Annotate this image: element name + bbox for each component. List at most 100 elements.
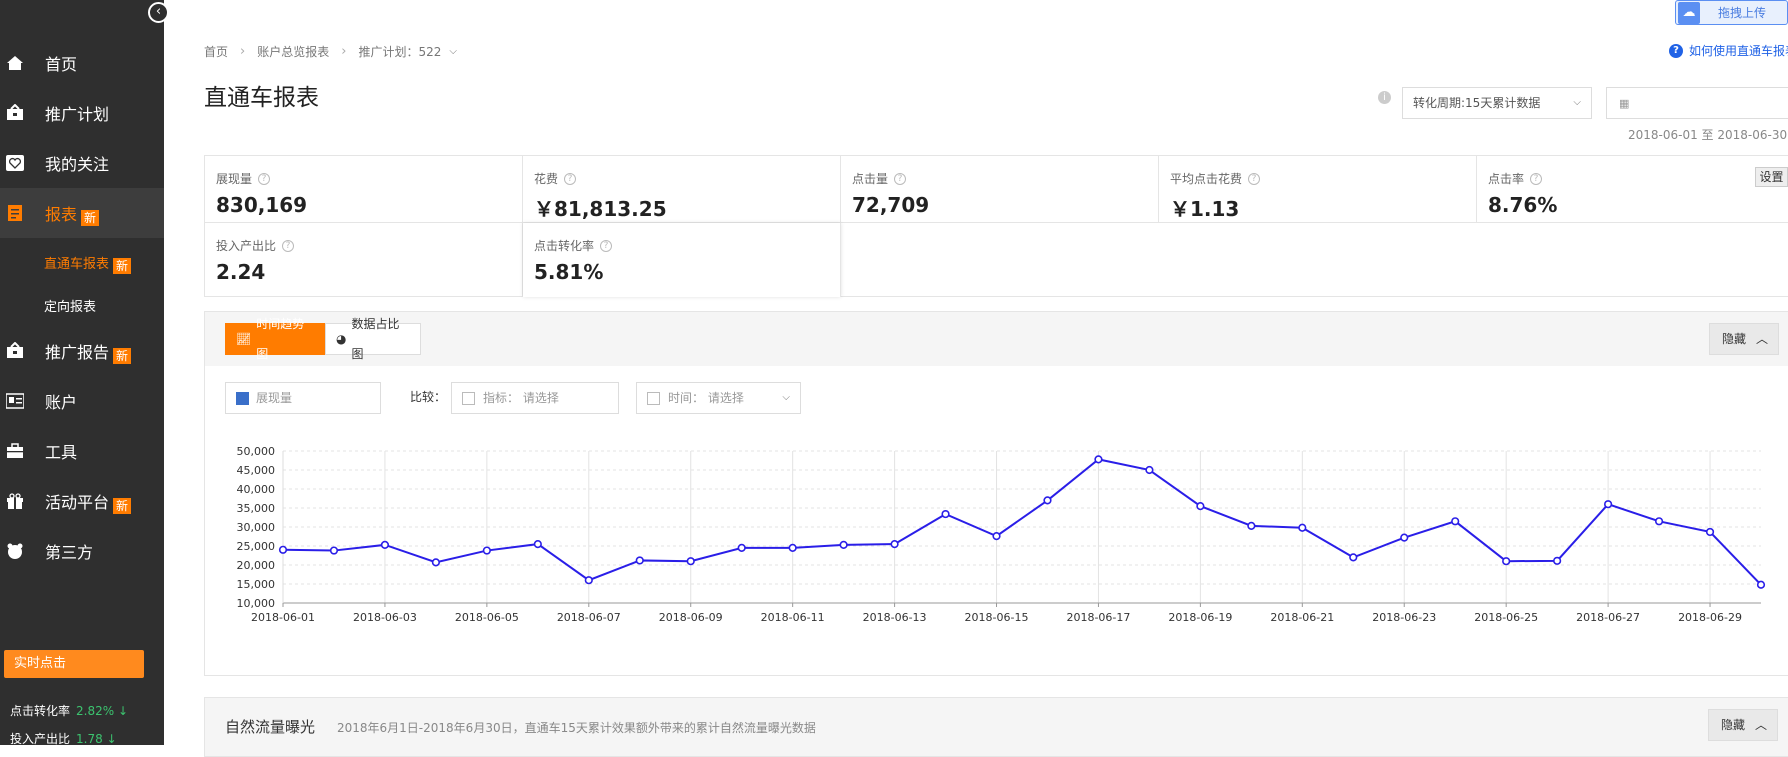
x-tick-label: 2018-06-29 bbox=[1678, 611, 1742, 624]
new-badge: 新 bbox=[113, 347, 132, 364]
help-icon[interactable]: ? bbox=[1530, 172, 1543, 185]
chevron-down-icon[interactable]: ⌵ bbox=[449, 46, 457, 57]
compare-time-select[interactable]: 时间： 请选择 ⌵ bbox=[636, 382, 801, 414]
breadcrumb-account-overview[interactable]: 账户总览报表 bbox=[257, 45, 330, 59]
new-badge: 新 bbox=[81, 209, 100, 226]
third-party-icon bbox=[5, 541, 25, 561]
natural-traffic-panel: 自然流量曝光 2018年6月1日-2018年6月30日，直通车15天累计效果额外… bbox=[204, 697, 1788, 757]
y-tick-label: 50,000 bbox=[237, 445, 276, 458]
help-link[interactable]: ? 如何使用直通车报表 bbox=[1669, 42, 1788, 59]
account-icon bbox=[5, 391, 25, 411]
settings-button[interactable]: 设置 bbox=[1755, 167, 1788, 187]
data-point bbox=[686, 557, 695, 566]
date-range-text: 2018-06-01 至 2018-06-30 bbox=[1628, 128, 1788, 142]
conversion-period-select[interactable]: 转化周期:15天累计数据 ⌵ bbox=[1402, 87, 1592, 119]
sidebar-item-third-party[interactable]: 第三方 bbox=[0, 526, 164, 576]
rt-value: 2.82% ↓ bbox=[76, 704, 128, 718]
metric-label: 点击量 bbox=[852, 172, 889, 186]
metric-name: 投入产出比? bbox=[216, 237, 522, 254]
trend-chart-panel: 📈︎ 时间趋势图 ◕ 数据占比图 隐藏 ︿ 展现量 比较： 指标： 请选择 时间： 请… bbox=[204, 311, 1788, 676]
help-icon[interactable]: ? bbox=[894, 172, 907, 185]
drag-upload-button[interactable]: ☁ 拖拽上传 bbox=[1675, 0, 1788, 25]
metric-impressions[interactable]: 展现量? 830,169 bbox=[205, 156, 523, 223]
tab-data-share[interactable]: ◕ 数据占比图 bbox=[325, 317, 421, 361]
checkbox[interactable] bbox=[647, 391, 660, 405]
date-range-picker[interactable]: ▦ bbox=[1606, 87, 1788, 119]
metric-value: 8.76% bbox=[1488, 193, 1558, 217]
sidebar-item-campaign[interactable]: 推广计划 bbox=[0, 88, 164, 138]
checkbox[interactable] bbox=[462, 391, 475, 405]
metric-value: ￥1.13 bbox=[1170, 197, 1240, 221]
hide-label: 隐藏 bbox=[1721, 718, 1746, 732]
data-point bbox=[1196, 501, 1205, 511]
hide-chart-button[interactable]: 隐藏 ︿ bbox=[1709, 323, 1779, 355]
data-point bbox=[1349, 553, 1358, 562]
promotion-report-label: 推广报告 bbox=[45, 342, 110, 362]
help-label: 如何使用直通车报表 bbox=[1689, 44, 1788, 58]
compare-indicator-select[interactable]: 指标： 请选择 bbox=[451, 382, 619, 414]
time-placeholder: 时间： 请选择 bbox=[668, 391, 744, 405]
y-tick-label: 20,000 bbox=[237, 559, 276, 572]
series-selector[interactable]: 展现量 bbox=[225, 382, 381, 414]
help-icon[interactable]: ? bbox=[1248, 172, 1261, 185]
help-icon[interactable]: ? bbox=[258, 172, 271, 185]
tab-label: 时间趋势图 bbox=[256, 317, 305, 361]
sidebar-subitem-zhitongche-report[interactable]: 直通车报表新 bbox=[44, 253, 132, 274]
conversion-period-value: 转化周期:15天累计数据 bbox=[1413, 96, 1541, 110]
realtime-conversion-rate: 点击转化率 2.82% ↓ bbox=[10, 702, 128, 719]
y-tick-label: 40,000 bbox=[237, 483, 276, 496]
metric-clicks[interactable]: 点击量? 72,709 bbox=[841, 156, 1159, 223]
x-tick-label: 2018-06-03 bbox=[353, 611, 417, 624]
hide-label: 隐藏 bbox=[1722, 332, 1747, 346]
metric-roi[interactable]: 投入产出比? 2.24 bbox=[205, 223, 523, 297]
data-point bbox=[1654, 517, 1664, 526]
data-point bbox=[278, 545, 288, 554]
tab-time-trend[interactable]: 📈︎ 时间趋势图 bbox=[225, 317, 325, 361]
data-point bbox=[992, 532, 1001, 541]
sidebar-item-follow[interactable]: 我的关注 bbox=[0, 138, 164, 188]
metric-cost[interactable]: 花费? ￥81,813.25 bbox=[523, 156, 841, 223]
activity-label: 活动平台 bbox=[45, 492, 110, 512]
arrow-down-icon: ↓ bbox=[106, 732, 117, 746]
sidebar-item-tools[interactable]: 工具 bbox=[0, 426, 164, 476]
metric-name: 花费? bbox=[534, 170, 840, 187]
hide-natural-traffic-button[interactable]: 隐藏 ︿ bbox=[1708, 709, 1778, 741]
y-tick-label: 45,000 bbox=[237, 464, 276, 477]
help-icon[interactable]: ? bbox=[600, 239, 613, 252]
metric-conversion-rate[interactable]: 点击转化率? 5.81% bbox=[523, 223, 841, 297]
sidebar-item-home[interactable]: 首页 bbox=[0, 38, 164, 88]
metric-label: 投入产出比 bbox=[216, 239, 277, 253]
sidebar-item-activity[interactable]: 活动平台新 bbox=[0, 476, 164, 526]
help-icon[interactable]: ? bbox=[564, 172, 577, 185]
breadcrumb-campaign[interactable]: 推广计划：522 bbox=[358, 45, 442, 59]
x-tick-label: 2018-06-05 bbox=[455, 611, 519, 624]
info-icon[interactable]: i bbox=[1378, 91, 1391, 104]
x-tick-label: 2018-06-01 bbox=[251, 611, 315, 624]
data-point bbox=[1247, 521, 1256, 530]
realtime-clicks-header[interactable]: 实时点击 bbox=[4, 650, 144, 678]
chevron-up-icon: ︿ bbox=[1755, 332, 1768, 346]
sidebar-item-label: 推广报告新 bbox=[45, 339, 132, 364]
data-point bbox=[482, 546, 491, 555]
sidebar-subitem-targeting-report[interactable]: 定向报表 bbox=[44, 300, 97, 315]
sidebar-item-report[interactable]: 报表新 bbox=[0, 188, 164, 238]
y-tick-label: 10,000 bbox=[237, 597, 276, 610]
panel-description: 2018年6月1日-2018年6月30日，直通车15天累计效果额外带来的累计自然… bbox=[337, 721, 816, 735]
y-tick-label: 35,000 bbox=[237, 502, 276, 515]
sidebar-item-label: 推广计划 bbox=[45, 105, 110, 124]
breadcrumb-home[interactable]: 首页 bbox=[204, 45, 229, 59]
sidebar-item-account[interactable]: 账户 bbox=[0, 376, 164, 426]
promotion-report-icon bbox=[5, 341, 25, 361]
help-icon[interactable]: ? bbox=[282, 239, 295, 252]
x-tick-label: 2018-06-15 bbox=[965, 611, 1029, 624]
sidebar-item-label: 首页 bbox=[45, 55, 78, 74]
metric-ctr[interactable]: 点击率? 8.76% bbox=[1477, 156, 1788, 223]
metric-avg-cpc[interactable]: 平均点击花费? ￥1.13 bbox=[1159, 156, 1477, 223]
collapse-sidebar-button[interactable]: ‹ bbox=[148, 2, 169, 23]
metric-value: ￥81,813.25 bbox=[534, 197, 667, 221]
data-point bbox=[1553, 556, 1562, 565]
impressions-line-chart: 10,000 15,000 20,000 25,000 30,000 35,000 40,0… bbox=[237, 445, 1766, 624]
data-point bbox=[1756, 580, 1766, 589]
sidebar-item-promotion-report[interactable]: 推广报告新 bbox=[0, 326, 164, 376]
metric-name: 展现量? bbox=[216, 170, 522, 187]
